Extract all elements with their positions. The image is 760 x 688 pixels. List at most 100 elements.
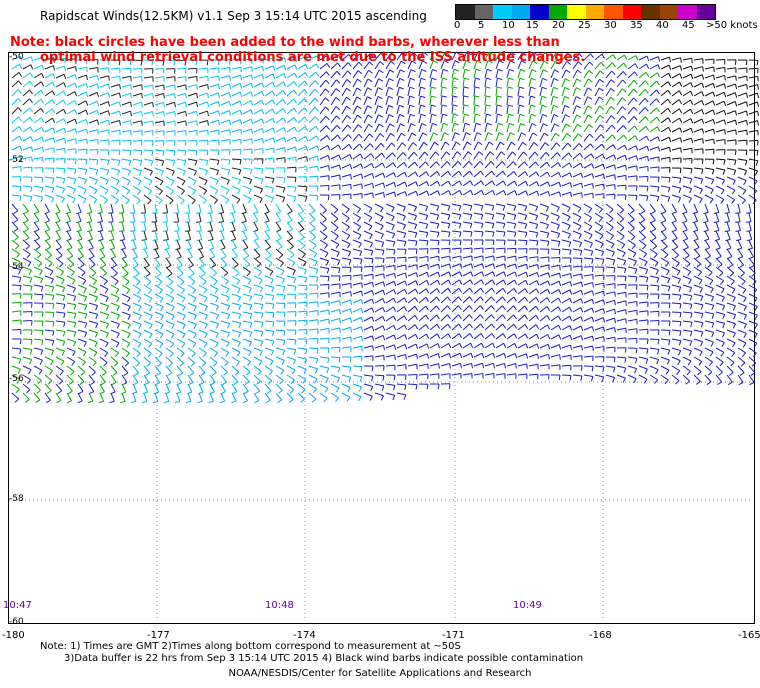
wind-barb-flag xyxy=(63,108,67,114)
wind-barb-flag xyxy=(57,390,63,395)
wind-barb xyxy=(286,284,296,287)
wind-barb xyxy=(55,147,65,151)
wind-barb-flag xyxy=(315,135,320,141)
wind-barb-flag xyxy=(96,92,100,98)
wind-barb-flag xyxy=(497,68,503,72)
wind-barb xyxy=(572,162,581,169)
wind-barb-flag xyxy=(52,303,55,309)
wind-barb xyxy=(132,302,142,308)
wind-barb-flag xyxy=(23,219,29,224)
wind-barb-flag xyxy=(250,109,254,115)
wind-barb xyxy=(506,123,510,133)
wind-barb xyxy=(231,275,241,282)
wind-barb-flag xyxy=(513,333,518,339)
wind-barb-flag xyxy=(197,247,203,251)
wind-barb xyxy=(286,126,295,133)
wind-barb xyxy=(66,203,72,213)
wind-barb-flag xyxy=(251,66,253,72)
wind-barb xyxy=(517,123,522,133)
wind-barb xyxy=(253,203,259,213)
wind-barb-flag xyxy=(181,343,186,348)
wind-barb xyxy=(341,70,348,79)
wind-barb xyxy=(484,132,489,142)
wind-barb xyxy=(286,89,295,97)
wind-barb xyxy=(583,153,592,160)
wind-barb-flag xyxy=(50,360,54,366)
wind-barb-flag xyxy=(130,93,132,99)
wind-barb xyxy=(726,67,736,70)
wind-barb-flag xyxy=(514,190,518,196)
wind-barb-flag xyxy=(475,122,481,126)
wind-barb-flag xyxy=(548,264,550,270)
wind-barb-flag xyxy=(84,332,88,338)
wind-barb-flag xyxy=(590,250,594,256)
wind-barb-flag xyxy=(734,92,738,98)
wind-barb xyxy=(209,284,219,290)
wind-barb xyxy=(341,203,350,210)
wind-barb-flag xyxy=(689,295,693,301)
wind-barb xyxy=(627,374,637,380)
wind-barb xyxy=(649,107,657,115)
wind-barb-flag xyxy=(740,362,746,367)
wind-barb-flag xyxy=(426,272,430,278)
wind-barb xyxy=(506,132,511,142)
wind-barb xyxy=(11,89,19,97)
wind-barb xyxy=(396,69,401,79)
wind-barb xyxy=(176,120,186,124)
wind-barb-flag xyxy=(149,315,153,321)
wind-barb-flag xyxy=(690,118,694,124)
wind-barb-flag xyxy=(91,371,96,376)
wind-barb xyxy=(22,338,33,341)
wind-barb xyxy=(462,287,471,295)
wind-barb xyxy=(671,90,680,97)
wind-barb xyxy=(682,338,692,342)
wind-barb-flag xyxy=(403,315,408,321)
wind-barb-flag xyxy=(525,343,529,349)
wind-barb xyxy=(616,221,625,229)
wind-barb xyxy=(495,203,505,207)
wind-barb-flag xyxy=(684,255,690,259)
wind-barb xyxy=(242,302,252,306)
wind-barb-flag xyxy=(569,298,573,304)
wind-barb xyxy=(363,133,370,142)
wind-barb-flag xyxy=(656,196,660,202)
wind-barb-flag xyxy=(147,190,152,196)
wind-barb xyxy=(671,248,679,256)
wind-barb xyxy=(22,98,30,106)
wind-barb-flag xyxy=(580,335,584,341)
wind-barb-flag xyxy=(345,217,350,223)
wind-barb-flag xyxy=(404,181,408,187)
wind-barb xyxy=(77,128,87,133)
wind-barb-flag xyxy=(711,304,715,311)
wind-barb xyxy=(33,56,43,61)
wind-barb-flag xyxy=(742,190,747,195)
wind-barb xyxy=(231,257,239,265)
wind-barb xyxy=(187,320,197,325)
wind-barb xyxy=(561,152,569,160)
wind-barb xyxy=(660,212,667,221)
wind-barb xyxy=(33,374,42,381)
wind-barb-flag xyxy=(74,128,78,134)
wind-barb xyxy=(330,248,340,253)
wind-barb xyxy=(737,221,741,231)
wind-barb-flag xyxy=(138,324,142,330)
wind-barb xyxy=(495,296,503,304)
wind-barb xyxy=(407,78,411,88)
wind-barb xyxy=(572,335,582,340)
wind-barb-flag xyxy=(669,57,671,63)
wind-barb xyxy=(704,91,714,97)
wind-barb-flag xyxy=(42,147,44,153)
wind-barb xyxy=(88,356,97,363)
wind-barb xyxy=(726,139,736,142)
wind-barb-flag xyxy=(40,349,44,355)
wind-barb xyxy=(517,78,521,88)
wind-barb xyxy=(11,116,19,124)
wind-barb xyxy=(330,154,340,160)
wind-barb xyxy=(528,221,538,225)
wind-barb-flag xyxy=(756,60,759,66)
wind-barb-flag xyxy=(18,116,22,122)
wind-barb-flag xyxy=(311,228,316,232)
wind-barb xyxy=(319,154,329,160)
wind-barb xyxy=(231,329,241,334)
wind-barb-flag xyxy=(228,159,231,165)
